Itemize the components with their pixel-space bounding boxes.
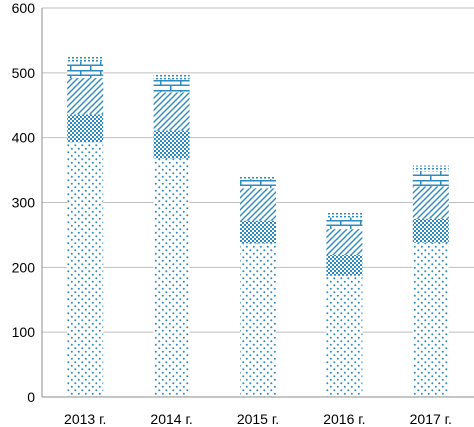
bar-segment [240,175,276,180]
bar-segment [412,218,449,243]
bar-segment [326,217,363,230]
y-tick-label: 500 [12,65,36,81]
bar-segment [412,186,449,219]
bar-segment [240,243,276,397]
bar-segment [240,179,276,189]
x-tick-label: 2014 г. [150,411,192,427]
bar-segment [67,61,104,79]
bar-segment [67,56,104,62]
bar-segment [153,79,190,93]
bar-segment [67,142,104,397]
bar-segment [153,158,190,397]
x-tick-label: 2015 г. [237,411,279,427]
bar-segment [412,242,449,397]
bar-segment [326,275,363,397]
x-tick-label: 2017 г. [410,411,452,427]
bar-segment [326,255,363,276]
bar-segment [67,114,104,143]
bar-segment [153,74,190,80]
x-tick-label: 2013 г. [64,411,106,427]
bar-segment [153,92,190,131]
y-tick-label: 600 [12,0,36,16]
bar-segment [326,212,363,218]
bar-segment [67,78,104,115]
y-tick-label: 100 [12,324,36,340]
bar-segment [412,165,449,172]
bar-segment [240,188,276,221]
y-tick-label: 0 [27,389,35,405]
y-tick-label: 200 [12,259,36,275]
bar-segment [240,220,276,244]
y-tick-label: 300 [12,195,36,211]
bar-segment [153,130,190,159]
bar-segment [412,171,449,187]
y-tick-label: 400 [12,130,36,146]
bar-segment [326,229,363,256]
x-tick-label: 2016 г. [323,411,365,427]
